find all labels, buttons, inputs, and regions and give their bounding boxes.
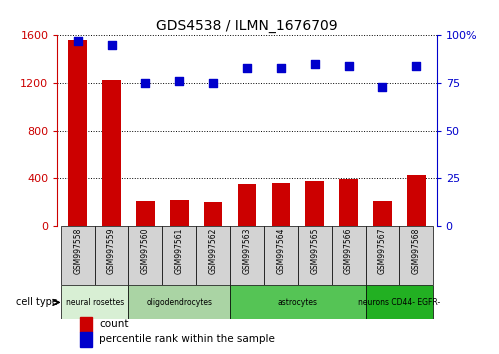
Bar (129, 285, 230, 319)
Bar (271, 183, 290, 226)
Bar (136, 201, 155, 226)
Text: GSM997563: GSM997563 (243, 228, 251, 274)
Point (277, 65, 285, 71)
Text: neurons CD44- EGFR-: neurons CD44- EGFR- (358, 298, 441, 307)
Text: GSM997558: GSM997558 (73, 228, 82, 274)
Text: percentile rank within the sample: percentile rank within the sample (99, 335, 275, 344)
Point (243, 65, 251, 71)
Text: cell type: cell type (16, 297, 58, 307)
Text: GSM997565: GSM997565 (310, 228, 319, 274)
Bar (61, 285, 129, 319)
Bar (339, 179, 358, 226)
Text: oligodendrocytes: oligodendrocytes (146, 298, 212, 307)
Bar (80, 332, 91, 347)
Point (141, 80, 149, 86)
Bar (332, 226, 365, 285)
Bar (399, 226, 433, 285)
Bar (373, 201, 392, 226)
Bar (238, 184, 256, 226)
Bar (80, 316, 91, 332)
Text: GSM997560: GSM997560 (141, 228, 150, 274)
Point (74, 38, 82, 44)
Bar (264, 226, 298, 285)
Text: GSM997564: GSM997564 (276, 228, 285, 274)
Bar (230, 226, 264, 285)
Point (108, 42, 116, 48)
Title: GDS4538 / ILMN_1676709: GDS4538 / ILMN_1676709 (156, 19, 338, 33)
Bar (68, 40, 87, 226)
Bar (230, 285, 365, 319)
Text: astrocytes: astrocytes (278, 298, 318, 307)
Bar (162, 226, 196, 285)
Point (378, 84, 386, 90)
Text: GSM997566: GSM997566 (344, 228, 353, 274)
Text: GSM997559: GSM997559 (107, 228, 116, 274)
Bar (204, 202, 223, 226)
Point (311, 61, 319, 67)
Point (209, 80, 217, 86)
Bar (170, 200, 189, 226)
Text: neural rosettes: neural rosettes (65, 298, 124, 307)
Bar (365, 285, 433, 319)
Bar (95, 226, 129, 285)
Bar (61, 226, 95, 285)
Bar (305, 181, 324, 226)
Point (412, 63, 420, 69)
Text: GSM997561: GSM997561 (175, 228, 184, 274)
Bar (196, 226, 230, 285)
Text: GSM997568: GSM997568 (412, 228, 421, 274)
Point (175, 78, 183, 84)
Bar (365, 226, 399, 285)
Text: GSM997562: GSM997562 (209, 228, 218, 274)
Bar (129, 226, 162, 285)
Bar (102, 80, 121, 226)
Text: GSM997567: GSM997567 (378, 228, 387, 274)
Bar (407, 175, 426, 226)
Point (345, 63, 353, 69)
Text: count: count (99, 319, 129, 329)
Bar (298, 226, 332, 285)
